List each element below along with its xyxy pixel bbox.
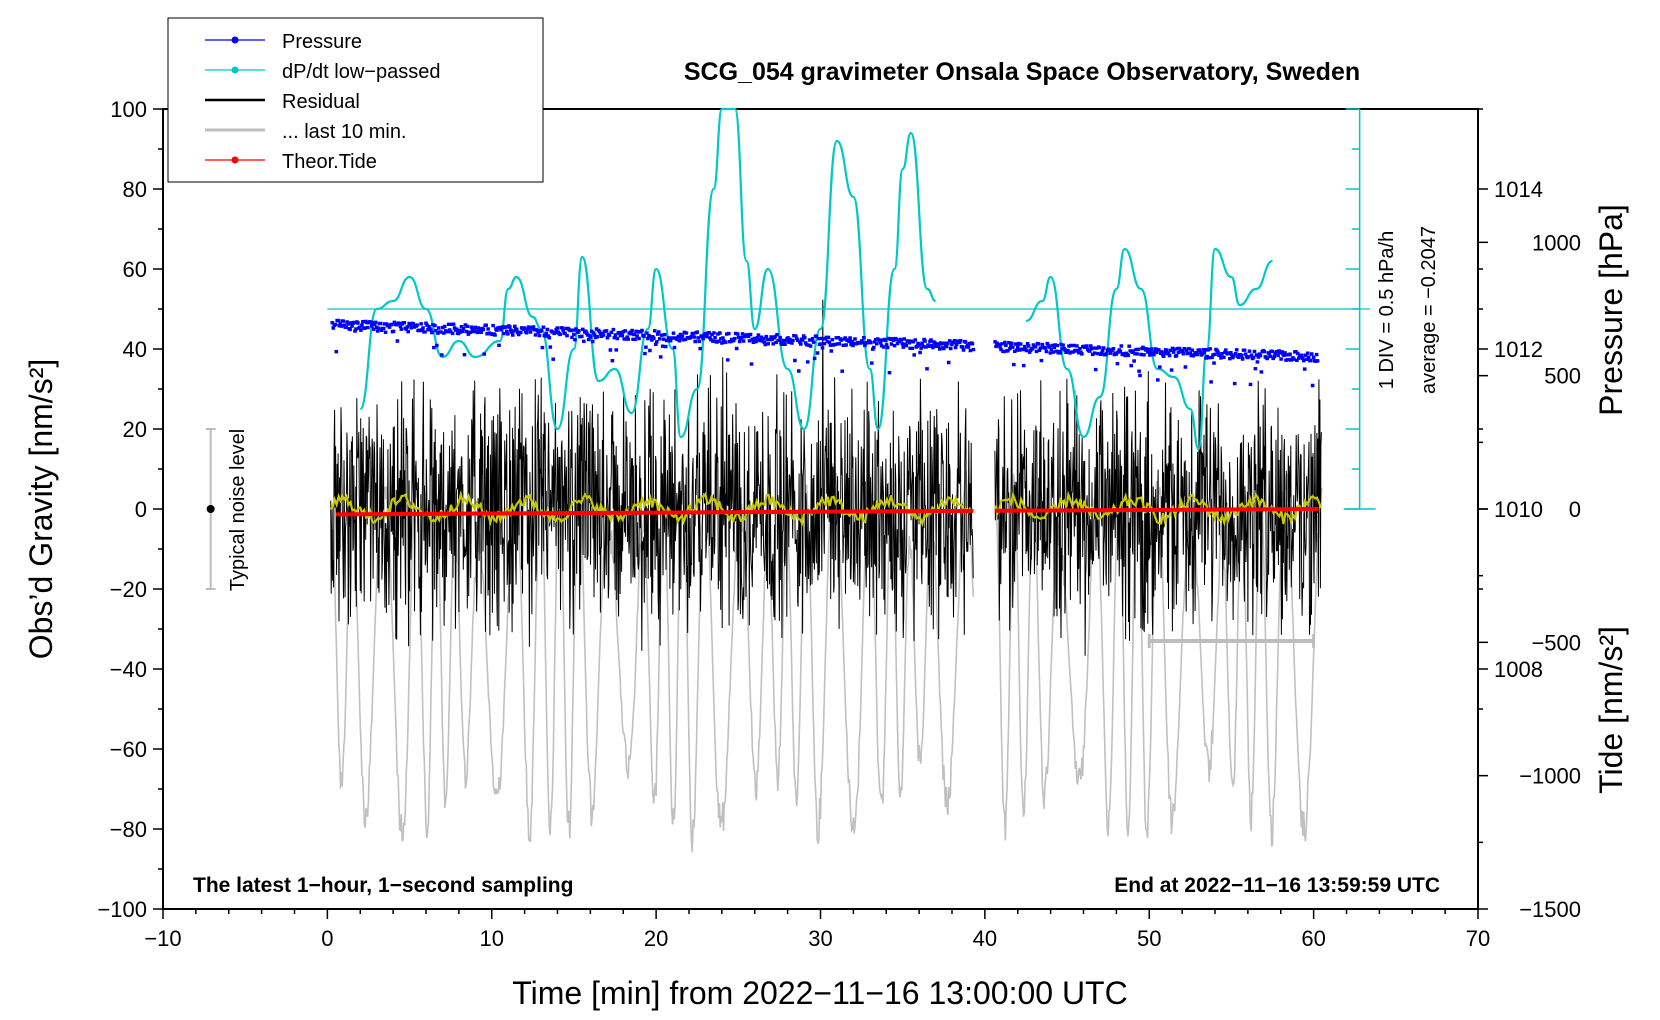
- legend-marker-dpdt: [231, 66, 239, 74]
- legend-label-pressure: Pressure: [282, 31, 362, 53]
- dpdt-line-1: [1025, 247, 1273, 451]
- y-axis-label-tide: Tide [nm/s²]: [1593, 626, 1629, 794]
- tide-tick-label: −1500: [1519, 897, 1581, 922]
- x-tick-label: 30: [808, 926, 832, 951]
- y-axis-label-pressure: Pressure [hPa]: [1593, 204, 1629, 416]
- annotations: [205, 108, 1376, 648]
- x-tick-label: 10: [480, 926, 504, 951]
- y-left-tick-label: −60: [110, 737, 147, 762]
- average-label: average = −0.2047: [1418, 226, 1440, 394]
- chart-title: SCG_054 gravimeter Onsala Space Observat…: [684, 58, 1360, 86]
- y-left-tick-label: 20: [123, 417, 147, 442]
- y-left-tick-label: 80: [123, 177, 147, 202]
- legend-label-last10: ... last 10 min.: [282, 121, 407, 143]
- legend-label-tide: Theor.Tide: [282, 151, 377, 173]
- y-left-tick-label: −20: [110, 577, 147, 602]
- x-tick-label: 40: [973, 926, 997, 951]
- residual-line-1: [994, 371, 1322, 656]
- noise-bar-center: [206, 505, 215, 513]
- bottom-right-annotation: End at 2022−11−16 13:59:59 UTC: [1114, 874, 1440, 897]
- dpdt-line-0: [359, 107, 936, 439]
- y-left-tick-label: 40: [123, 337, 147, 362]
- residual-series: [330, 299, 1322, 656]
- y-axis-label-left: Obs’d Gravity [nm/s²]: [23, 359, 59, 660]
- x-tick-label: 0: [321, 926, 333, 951]
- residual-line-0: [330, 299, 974, 651]
- tide-line-1: [994, 507, 1319, 513]
- x-tick-label: −10: [144, 926, 181, 951]
- tide-line-0: [335, 508, 974, 517]
- tide-tick-label: −500: [1531, 630, 1581, 655]
- x-tick-label: 70: [1466, 926, 1490, 951]
- y-left-tick-label: −80: [110, 817, 147, 842]
- pressure-tick-label: 1014: [1494, 177, 1543, 202]
- x-tick-label: 50: [1137, 926, 1161, 951]
- x-axis-label: Time [min] from 2022−11−16 13:00:00 UTC: [512, 975, 1127, 1011]
- y-left-tick-label: 0: [135, 497, 147, 522]
- tide-tick-label: 500: [1544, 364, 1581, 389]
- axes: −10 0 10 20 30 40 50 60 70−100−80−60−40−20020406…: [97, 97, 1581, 951]
- pressure-dots: [330, 318, 1320, 388]
- theoretical-tide-series: [335, 507, 1319, 517]
- bottom-left-annotation: The latest 1−hour, 1−second sampling: [193, 874, 573, 897]
- div-label: 1 DIV = 0.5 hPa/h: [1376, 231, 1398, 389]
- legend-label-dpdt: dP/dt low−passed: [282, 61, 440, 83]
- y-left-tick-label: −100: [97, 897, 147, 922]
- legend: Pressure dP/dt low−passed Residual ... l…: [167, 17, 544, 183]
- noise-label: Typical noise level: [227, 429, 249, 591]
- pressure-series: [330, 318, 1320, 388]
- x-tick-label: 20: [644, 926, 668, 951]
- running-mean-line-0: [329, 490, 973, 528]
- legend-label-residual: Residual: [282, 91, 360, 113]
- x-tick-label: 60: [1301, 926, 1325, 951]
- legend-marker-pressure: [231, 36, 239, 44]
- y-left-tick-label: 100: [110, 97, 147, 122]
- tide-tick-label: 0: [1569, 497, 1581, 522]
- tide-tick-label: 1000: [1532, 230, 1581, 255]
- dpdt-series: [327, 107, 1370, 451]
- y-left-tick-label: −40: [110, 657, 147, 682]
- pressure-tick-label: 1012: [1494, 337, 1543, 362]
- y-left-tick-label: 60: [123, 257, 147, 282]
- pressure-tick-label: 1008: [1494, 657, 1543, 682]
- pressure-tick-label: 1010: [1494, 497, 1543, 522]
- tide-tick-label: −1000: [1519, 764, 1581, 789]
- legend-marker-tide: [231, 156, 239, 164]
